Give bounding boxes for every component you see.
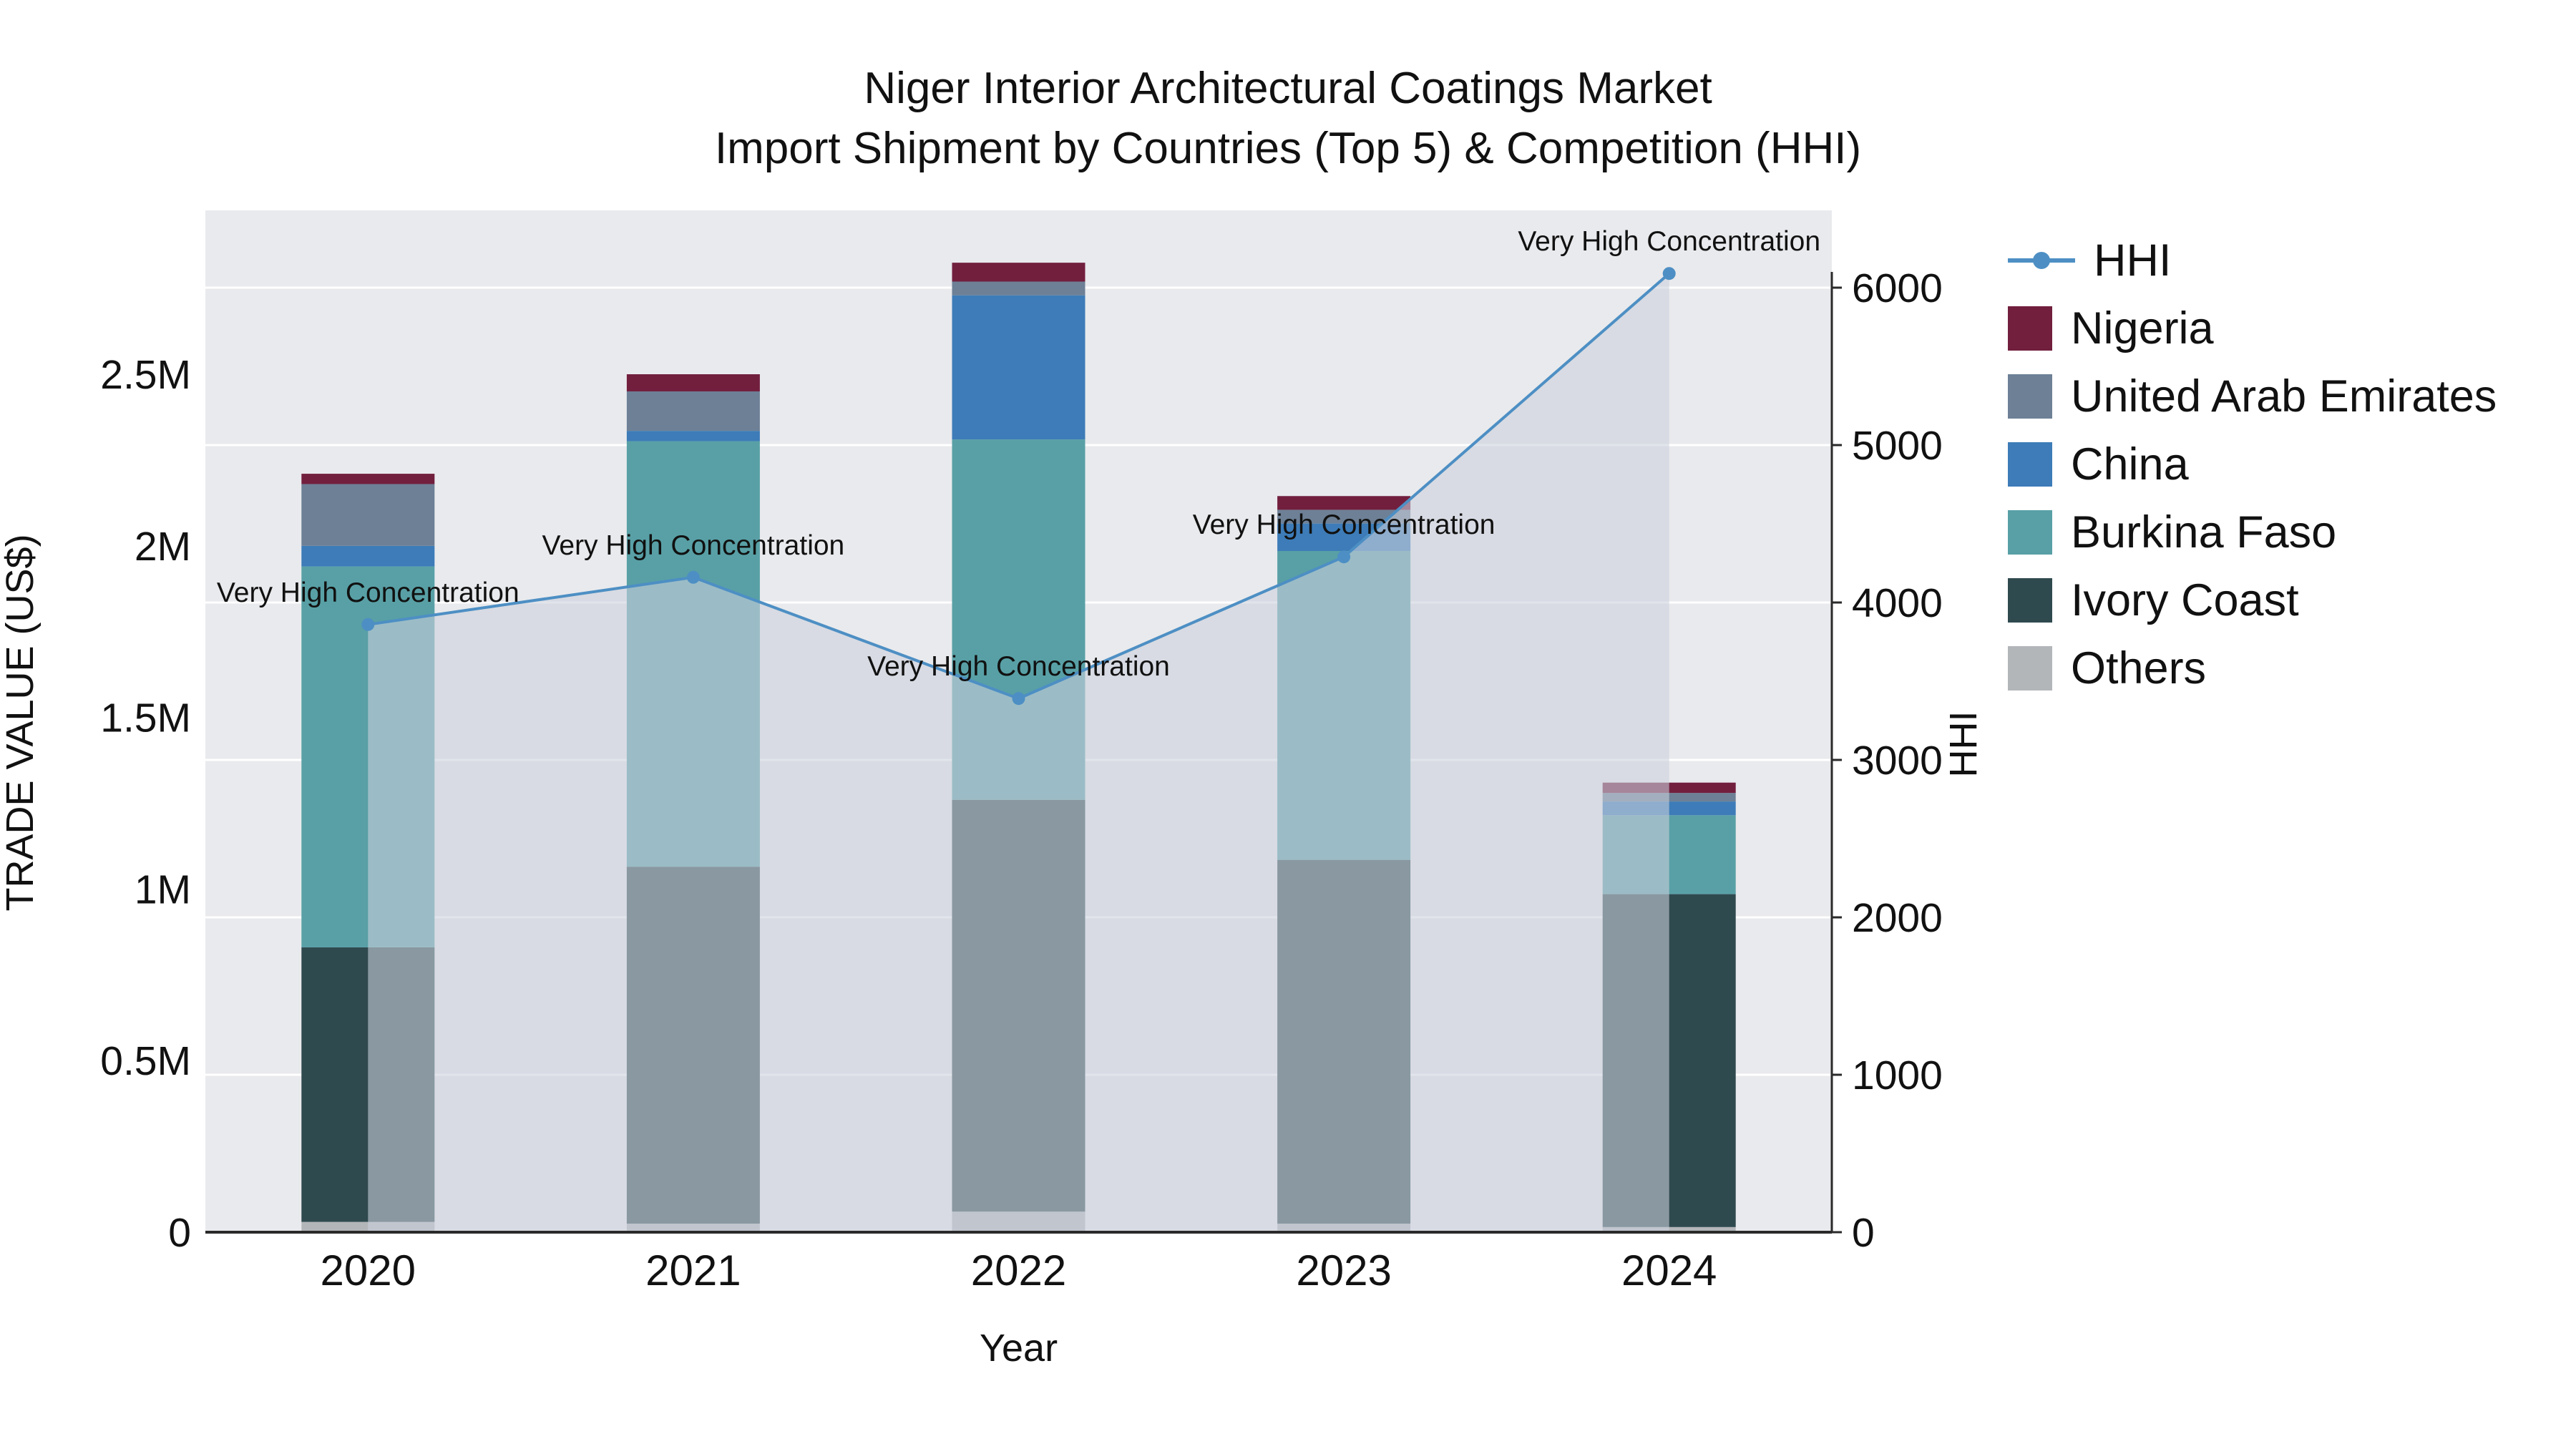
left-tick-label: 1M [135, 867, 191, 912]
left-axis-title: TRADE VALUE (US$) [0, 534, 42, 911]
x-tick-label-2021: 2021 [645, 1246, 741, 1294]
left-tick-label: 0.5M [100, 1038, 191, 1084]
x-tick-label-2024: 2024 [1621, 1246, 1717, 1294]
right-tick-label: 0 [1852, 1210, 1875, 1256]
bar-segment-nigeria-2022[interactable] [952, 263, 1085, 282]
legend-item-united-arab-emirates[interactable]: United Arab Emirates [2008, 362, 2497, 430]
hhi-point-2024[interactable] [1662, 267, 1676, 280]
legend-label: United Arab Emirates [2071, 371, 2497, 421]
legend-item-nigeria[interactable]: Nigeria [2008, 294, 2497, 362]
legend-label: China [2071, 439, 2189, 489]
bar-segment-nigeria-2021[interactable] [626, 374, 760, 391]
legend-line-marker [2033, 251, 2050, 269]
right-tick-label: 3000 [1852, 738, 1943, 784]
left-tick-label: 2M [135, 524, 191, 570]
bar-segment-china-2021[interactable] [626, 431, 760, 441]
right-tick-label: 2000 [1852, 895, 1943, 941]
left-tick-label: 2.5M [100, 352, 191, 398]
legend-label: Others [2071, 643, 2207, 693]
left-tick-label: 1.5M [100, 696, 191, 741]
x-tick-label-2020: 2020 [321, 1246, 416, 1294]
legend-label: HHI [2094, 235, 2172, 286]
legend-color-swatch [2008, 577, 2052, 623]
x-axis-title: Year [980, 1327, 1058, 1370]
legend-label: Nigeria [2071, 303, 2214, 353]
chart-title: Niger Interior Architectural Coatings Ma… [0, 59, 2576, 180]
chart-legend: HHI Nigeria United Arab Emirates China Burki… [2008, 226, 2497, 702]
right-tick-label: 4000 [1852, 580, 1943, 626]
annotation-2020: Very High Concentration [217, 577, 519, 608]
bar-segment-nigeria-2020[interactable] [301, 474, 435, 484]
legend-item-burkina-faso[interactable]: Burkina Faso [2008, 498, 2497, 566]
chart-title-line1: Niger Interior Architectural Coatings Ma… [864, 64, 1712, 113]
hhi-point-2021[interactable] [686, 570, 700, 584]
legend-color-swatch [2008, 441, 2052, 487]
bar-segment-china-2020[interactable] [301, 545, 435, 567]
bar-segment-united-arab-emirates-2022[interactable] [952, 281, 1085, 296]
legend-item-others[interactable]: Others [2008, 634, 2497, 702]
legend-label: Ivory Coast [2071, 575, 2299, 625]
legend-line-swatch [2008, 251, 2075, 269]
annotation-2022: Very High Concentration [867, 651, 1170, 682]
right-axis-title: HHI [1942, 711, 1985, 778]
bar-segment-china-2022[interactable] [952, 295, 1085, 440]
bar-segment-united-arab-emirates-2023[interactable] [1277, 509, 1411, 524]
hhi-point-2020[interactable] [361, 618, 375, 631]
legend-color-swatch [2008, 374, 2052, 419]
legend-color-swatch [2008, 509, 2052, 555]
right-tick-label: 5000 [1852, 423, 1943, 469]
right-tick-label: 6000 [1852, 265, 1943, 311]
legend-item-hhi[interactable]: HHI [2008, 226, 2497, 294]
right-tick-label: 1000 [1852, 1053, 1943, 1098]
annotation-2021: Very High Concentration [542, 530, 845, 561]
legend-label: Burkina Faso [2071, 507, 2337, 557]
bar-segment-nigeria-2023[interactable] [1277, 496, 1411, 510]
legend-item-ivory-coast[interactable]: Ivory Coast [2008, 566, 2497, 634]
hhi-area-fill [368, 273, 1669, 1233]
left-tick-label: 0 [168, 1210, 191, 1256]
annotation-2024: Very High Concentration [1518, 226, 1820, 257]
bar-segment-united-arab-emirates-2021[interactable] [626, 391, 760, 431]
legend-color-swatch [2008, 645, 2052, 691]
chart-title-line2: Import Shipment by Countries (Top 5) & C… [714, 124, 1862, 174]
legend-color-swatch [2008, 306, 2052, 351]
legend-item-china[interactable]: China [2008, 430, 2497, 498]
x-tick-label-2022: 2022 [971, 1246, 1066, 1294]
hhi-point-2022[interactable] [1012, 692, 1025, 706]
x-tick-label-2023: 2023 [1296, 1246, 1391, 1294]
annotation-2023: Very High Concentration [1193, 509, 1496, 540]
bar-segment-united-arab-emirates-2020[interactable] [301, 484, 435, 546]
hhi-point-2023[interactable] [1337, 550, 1351, 564]
